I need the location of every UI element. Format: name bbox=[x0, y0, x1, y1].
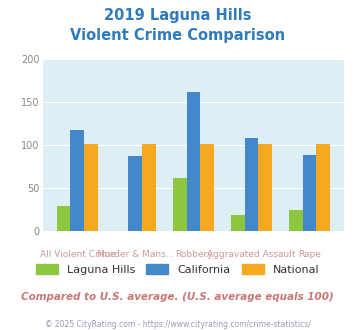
Text: © 2025 CityRating.com - https://www.cityrating.com/crime-statistics/: © 2025 CityRating.com - https://www.city… bbox=[45, 320, 310, 329]
Bar bbox=[231, 215, 245, 231]
Text: Violent Crime Comparison: Violent Crime Comparison bbox=[70, 28, 285, 43]
Bar bbox=[70, 130, 84, 231]
Bar bbox=[258, 144, 272, 231]
Text: Murder & Mans...: Murder & Mans... bbox=[97, 250, 174, 259]
Text: 2019 Laguna Hills: 2019 Laguna Hills bbox=[104, 8, 251, 23]
Bar bbox=[129, 156, 142, 231]
Bar bbox=[173, 178, 186, 231]
Bar bbox=[245, 138, 258, 231]
Bar bbox=[84, 144, 98, 231]
Text: Aggravated Assault: Aggravated Assault bbox=[207, 250, 296, 259]
Bar bbox=[186, 92, 201, 231]
Text: All Violent Crime: All Violent Crime bbox=[39, 250, 115, 259]
Bar bbox=[302, 155, 317, 231]
Bar bbox=[317, 144, 331, 231]
Bar bbox=[201, 144, 214, 231]
Text: Rape: Rape bbox=[298, 250, 321, 259]
Bar bbox=[56, 206, 70, 231]
Bar bbox=[142, 144, 156, 231]
Text: Robbery: Robbery bbox=[175, 250, 212, 259]
Legend: Laguna Hills, California, National: Laguna Hills, California, National bbox=[31, 260, 324, 279]
Text: Compared to U.S. average. (U.S. average equals 100): Compared to U.S. average. (U.S. average … bbox=[21, 292, 334, 302]
Bar bbox=[289, 211, 302, 231]
